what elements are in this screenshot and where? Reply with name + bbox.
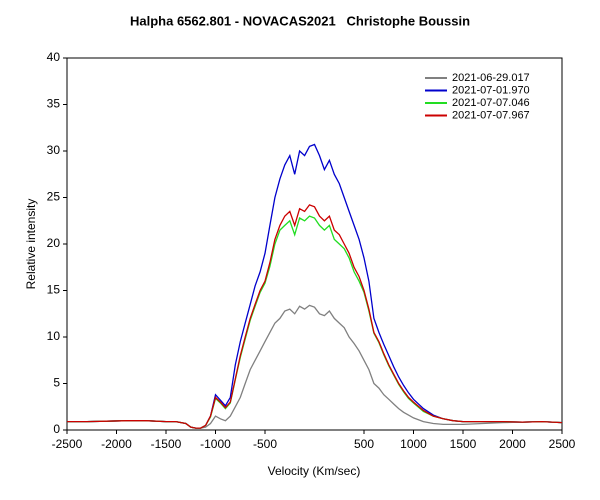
x-axis-label: Velocity (Km/sec): [268, 464, 361, 478]
y-axis-label: Relative intensity: [24, 199, 38, 290]
y-tick-label: 20: [47, 236, 61, 250]
y-tick-label: 15: [47, 283, 61, 297]
x-tick-label: 500: [354, 437, 374, 451]
y-tick-label: 35: [47, 97, 61, 111]
x-tick-label: -1500: [151, 437, 182, 451]
y-tick-label: 30: [47, 143, 61, 157]
legend-label: 2021-07-07.046: [452, 97, 530, 109]
y-tick-label: 25: [47, 190, 61, 204]
legend-label: 2021-07-07.967: [452, 109, 530, 121]
y-tick-label: 10: [47, 329, 61, 343]
x-tick-label: 1500: [450, 437, 477, 451]
x-tick-label: -2500: [52, 437, 83, 451]
x-tick-label: -2000: [101, 437, 132, 451]
chart-title: Halpha 6562.801 - NOVACAS2021 Christophe…: [130, 13, 470, 28]
x-tick-label: 1000: [400, 437, 427, 451]
series-line: [67, 304, 563, 429]
x-tick-label: 2000: [499, 437, 526, 451]
x-tick-label: 2500: [549, 437, 576, 451]
y-tick-label: 40: [47, 50, 61, 64]
legend-label: 2021-06-29.017: [452, 72, 530, 84]
legend-label: 2021-07-01.970: [452, 84, 530, 96]
y-tick-label: 5: [53, 376, 60, 390]
x-tick-label: -1000: [200, 437, 231, 451]
y-tick-label: 0: [53, 422, 60, 436]
x-tick-label: -500: [253, 437, 277, 451]
series-line: [67, 204, 563, 429]
